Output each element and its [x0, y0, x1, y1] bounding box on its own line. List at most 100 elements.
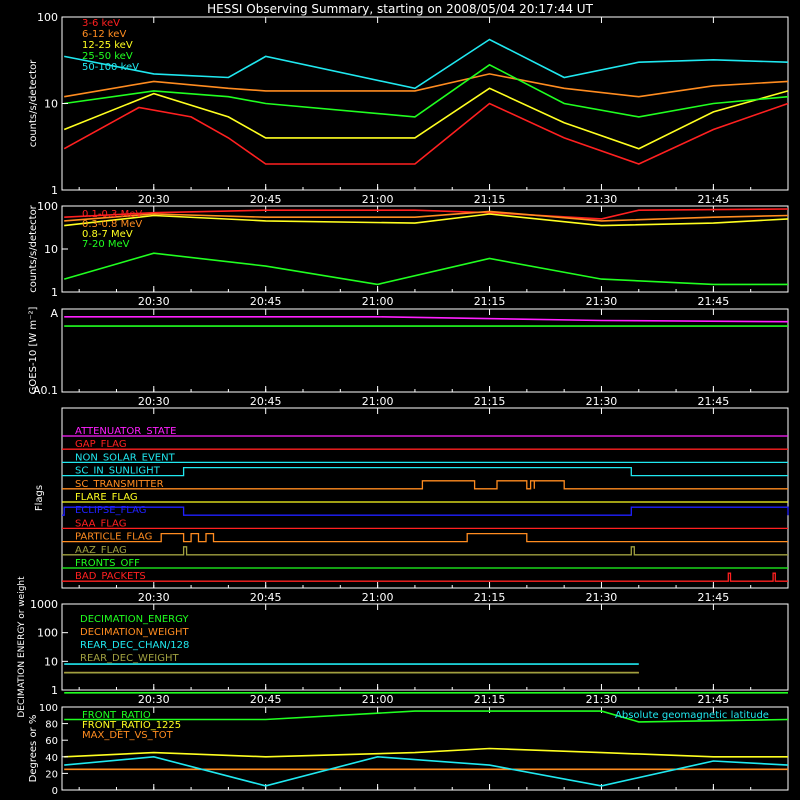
- flag-line-sc-transmitter: [62, 480, 788, 490]
- time-tick-label: 20:45: [250, 295, 282, 308]
- y-axis-label: DECIMATION ENERGY or weight: [17, 576, 27, 718]
- time-tick-label: 20:30: [138, 395, 170, 408]
- time-tick-label: 21:30: [586, 693, 618, 706]
- time-tick-label: 20:45: [250, 591, 282, 604]
- time-tick-label: 21:15: [474, 693, 506, 706]
- time-tick-label: 20:30: [138, 693, 170, 706]
- flag-label: BAD_PACKETS: [75, 571, 146, 582]
- legend-entry: REAR_DEC_CHAN/128: [80, 640, 189, 651]
- flag-label: ECLIPSE_FLAG: [75, 505, 146, 516]
- panel-frame: [61, 16, 789, 191]
- y-tick-label: 40: [45, 753, 58, 764]
- flag-label: NON_SOLAR_EVENT: [75, 452, 176, 463]
- flag-label: SC_IN_SUNLIGHT: [75, 466, 161, 477]
- series-line-0-8-7-mev: [64, 213, 789, 227]
- legend-entry: 50-100 keV: [82, 62, 139, 73]
- y-tick-label: 1: [51, 184, 58, 197]
- time-tick-label: 21:45: [698, 693, 730, 706]
- time-tick-label: 21:45: [698, 295, 730, 308]
- time-tick-label: 21:30: [586, 193, 618, 206]
- time-tick-label: 20:30: [138, 193, 170, 206]
- panel-2: 20:30 20:45 21:00 21:15 21:30 21:45 1 10 100coun…: [28, 200, 789, 308]
- y-tick-label: 1: [51, 286, 58, 299]
- flag-label: PARTICLE_FLAG: [75, 532, 152, 543]
- time-tick-label: 21:00: [362, 193, 394, 206]
- time-tick-label: 21:30: [586, 295, 618, 308]
- legend-entry: 7-20 MeV: [82, 239, 130, 250]
- y-tick-label: 0: [52, 786, 58, 797]
- series-line-0-3-0-8-mev: [64, 210, 789, 222]
- flag-line-eclipse-flag: [62, 506, 789, 516]
- flag-label: ATTENUATOR_STATE: [75, 426, 176, 437]
- flag-label: FRONTS_OFF: [75, 558, 140, 569]
- y-axis-label: Flags: [34, 485, 45, 511]
- flag-label: FLARE_FLAG: [75, 492, 138, 503]
- panel-4: 20:30 20:45 21:00 21:15 21:30 21:45 ATTENUATOR…: [34, 407, 789, 604]
- series-line-0-1-0-3-mev: [64, 208, 789, 220]
- series-line-unnamed-0: [64, 315, 789, 323]
- legend-entry: 25-50 keV: [82, 51, 133, 62]
- series-line-front-ratio-1225: [64, 747, 788, 758]
- flag-label: AAZ_FLAG: [75, 545, 127, 556]
- series-line-3-6-kev: [63, 102, 789, 165]
- y-tick-label: 80: [45, 720, 58, 731]
- time-tick-label: 20:30: [138, 295, 170, 308]
- panel-frame: [61, 407, 789, 589]
- series-line-absolute-geomagnetic-latitude: [64, 755, 789, 787]
- time-tick-label: 20:45: [250, 693, 282, 706]
- series-line-7-20-mev: [63, 252, 788, 286]
- legend-entry: REAR_DEC_WEIGHT: [80, 653, 179, 664]
- legend-entry: MAX_DET_VS_TOT: [82, 730, 174, 741]
- time-tick-label: 21:00: [362, 591, 394, 604]
- legend-entry: 0.8-7 MeV: [82, 229, 133, 240]
- panel-1: 20:30 20:45 21:00 21:15 21:30 21:45 1 10 100 coun…: [28, 11, 789, 206]
- y-tick-label: 1000: [30, 598, 58, 611]
- series-line-50-100-kev: [64, 38, 789, 90]
- series-line-12-25-kev: [63, 87, 789, 150]
- y-tick-label: 100: [37, 11, 58, 24]
- time-tick-label: 21:15: [474, 395, 506, 408]
- series-line-front-ratio: [64, 710, 789, 723]
- panel-frame: [61, 603, 789, 691]
- y-tick-label: 100: [39, 703, 58, 714]
- legend-entry: 3-6 keV: [82, 18, 120, 29]
- time-tick-label: 21:15: [474, 591, 506, 604]
- time-tick-label: 21:15: [474, 295, 506, 308]
- flag-line-particle-flag: [62, 532, 788, 543]
- panel-3: 20:30 20:45 21:00 21:15 21:30 21:45 A A0.1GOES-…: [28, 307, 789, 408]
- y-tick-label: 20: [45, 769, 58, 780]
- time-tick-label: 20:45: [250, 395, 282, 408]
- y-axis-label: Degrees or %: [28, 715, 39, 783]
- y-axis-label: counts/s/detector: [28, 59, 39, 147]
- legend-entry: DECIMATION_WEIGHT: [80, 627, 189, 638]
- time-tick-label: 21:00: [362, 395, 394, 408]
- y-tick-label: 10: [44, 243, 58, 256]
- y-tick-label: 100: [37, 200, 58, 213]
- time-tick-label: 21:45: [698, 591, 730, 604]
- time-tick-label: 21:00: [362, 693, 394, 706]
- time-tick-label: 21:45: [698, 395, 730, 408]
- y-tick-label: 60: [45, 736, 58, 747]
- legend-entry: 0.1-0.3 MeV: [82, 209, 142, 220]
- series-line-25-50-kev: [64, 63, 789, 118]
- time-tick-label: 20:45: [250, 193, 282, 206]
- y-tick-label: 1: [51, 684, 58, 697]
- y-tick-label: A0.1: [33, 384, 58, 397]
- flag-line-aaz-flag: [62, 546, 788, 556]
- panel-5: 20:30 20:45 21:00 21:15 21:30 21:45 1 10 100 1000…: [17, 576, 789, 718]
- panel-frame: [61, 706, 789, 791]
- flag-label: SAA_FLAG: [75, 518, 126, 529]
- y-axis-label: counts/s/detector: [28, 204, 39, 292]
- series-line-6-12-kev: [64, 73, 789, 98]
- time-tick-label: 21:15: [474, 193, 506, 206]
- y-tick-label: 100: [37, 627, 58, 640]
- legend-entry: DECIMATION_ENERGY: [80, 614, 189, 625]
- time-tick-label: 21:00: [362, 295, 394, 308]
- y-tick-label: 10: [44, 98, 58, 111]
- time-tick-label: 21:30: [586, 395, 618, 408]
- y-axis-label: GOES-10 [W m⁻²]: [28, 307, 39, 395]
- time-tick-label: 21:30: [586, 591, 618, 604]
- legend-entry: 12-25 keV: [82, 40, 133, 51]
- flag-line-sc-in-sunlight: [62, 466, 788, 477]
